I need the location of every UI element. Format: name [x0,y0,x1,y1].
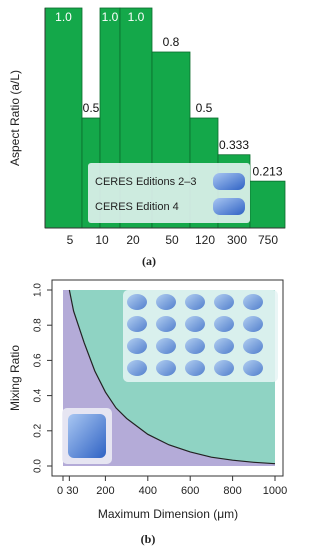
legend-icon [213,173,245,190]
y-tick-label: 1.0 [33,283,44,297]
x-tick-label: 1000 [263,485,287,497]
crystal-icon [156,294,176,310]
x-tick-label: 300 [227,233,247,247]
y-tick-label: 0.8 [33,318,44,332]
value-label: 0.8 [163,35,180,49]
value-label: 0.5 [196,101,213,115]
x-axis-label: Maximum Dimension (μm) [98,507,238,521]
legend-label: CERES Edition 4 [95,201,179,213]
x-tick-label: 10 [95,233,109,247]
crystal-icon [156,360,176,376]
crystal-icon [214,360,234,376]
crystal-icon [243,338,263,354]
y-tick-label: 0.2 [33,423,44,437]
legend-icon [213,198,245,215]
inset [123,290,278,382]
chart-b: 0.0 0.2 0.4 0.6 0.8 1.0 0 30 200 400 600 800 1000 Max… [8,279,287,546]
value-label: 1.0 [128,10,145,24]
crystal-icon [214,294,234,310]
crystal-icon [127,294,147,310]
crystal-icon [127,338,147,354]
value-label: 1.0 [102,10,119,24]
x-tick-label: 0 [57,485,63,497]
crystal-icon [243,294,263,310]
x-tick-label: 400 [139,485,157,497]
crystal-icon [214,316,234,332]
bar [249,180,286,229]
curve [68,289,276,465]
caption: (b) [141,532,156,546]
x-tick-label: 5 [67,233,74,247]
caption: (a) [142,254,156,268]
y-axis-label: Aspect Ratio (a/L) [8,70,22,166]
x-tick-label: 600 [181,485,199,497]
value-label: 0.213 [252,164,282,178]
legend-label: CERES Editions 2–3 [95,176,197,188]
y-tick-label: 0.0 [33,459,44,473]
y-tick-label: 0.6 [33,353,44,367]
frame [51,279,284,477]
crystal-icon [156,316,176,332]
crystal-icon [68,414,106,458]
crystal-icon [243,316,263,332]
x-tick-label: 50 [165,233,179,247]
crystal-icon [243,360,263,376]
crystal-icon [127,316,147,332]
x-tick-label: 750 [258,233,278,247]
crystal-icon [185,294,205,310]
x-tick-label: 200 [96,485,114,497]
crystal-icon [185,338,205,354]
x-tick-label: 120 [195,233,215,247]
crystal-icon [185,316,205,332]
legend-box [88,163,250,223]
value-label: 0.333 [219,138,249,152]
crystal-icon [185,360,205,376]
x-tick-label: 20 [126,233,140,247]
crystal-icon [127,360,147,376]
value-label: 1.0 [55,10,72,24]
value-label: 0.5 [83,101,100,115]
y-axis-label: Mixing Ratio [8,345,22,411]
crystal-icon [156,338,176,354]
x-tick-label: 30 [66,485,78,497]
x-tick-label: 800 [223,485,241,497]
bar [44,7,83,229]
y-tick-label: 0.4 [33,388,44,402]
crystal-icon [214,338,234,354]
